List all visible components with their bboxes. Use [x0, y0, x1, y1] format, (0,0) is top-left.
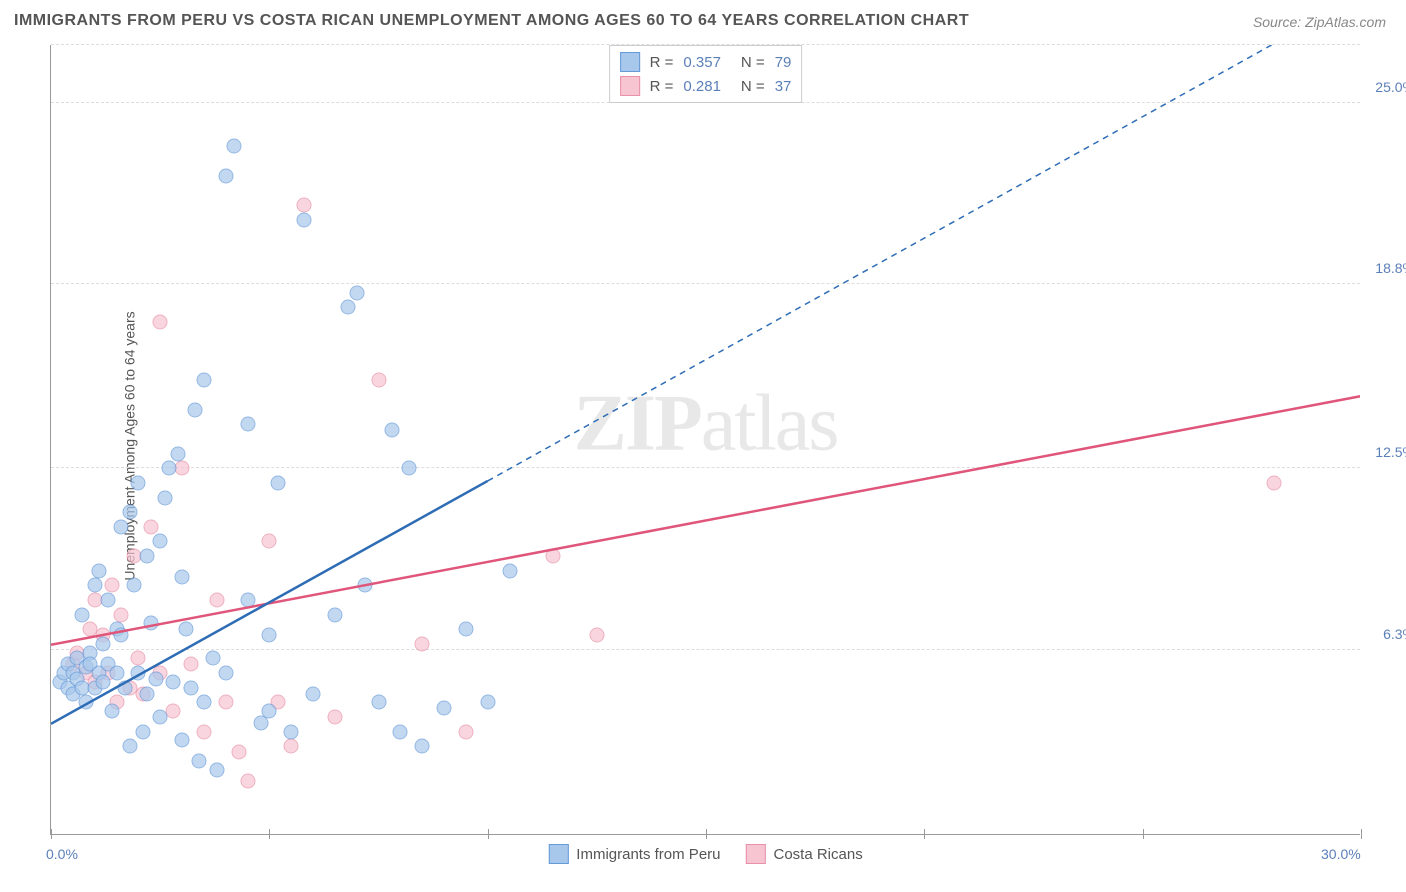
n-label: N =	[741, 78, 765, 95]
series-1-name: Immigrants from Peru	[576, 846, 720, 863]
n-value-2: 37	[775, 78, 792, 95]
r-label: R =	[650, 54, 674, 71]
correlation-legend: R = 0.357 N = 79 R = 0.281 N = 37	[609, 45, 803, 103]
plot-area: ZIPatlas 6.3%12.5%18.8%25.0% 0.0%30.0% R…	[50, 45, 1360, 835]
swatch-series-2	[620, 76, 640, 96]
swatch-series-1	[620, 52, 640, 72]
n-label: N =	[741, 54, 765, 71]
watermark: ZIPatlas	[574, 378, 838, 469]
r-value-1: 0.357	[683, 54, 721, 71]
legend-item-1: Immigrants from Peru	[548, 844, 720, 864]
legend-row-2: R = 0.281 N = 37	[620, 74, 792, 98]
series-2-name: Costa Ricans	[774, 846, 863, 863]
r-value-2: 0.281	[683, 78, 721, 95]
swatch-series-2	[746, 844, 766, 864]
r-label: R =	[650, 78, 674, 95]
legend-row-1: R = 0.357 N = 79	[620, 50, 792, 74]
chart-title: IMMIGRANTS FROM PERU VS COSTA RICAN UNEM…	[14, 12, 969, 30]
chart-container: IMMIGRANTS FROM PERU VS COSTA RICAN UNEM…	[0, 0, 1406, 892]
swatch-series-1	[548, 844, 568, 864]
regression-lines	[51, 45, 1360, 834]
series-legend: Immigrants from Peru Costa Ricans	[548, 844, 862, 864]
n-value-1: 79	[775, 54, 792, 71]
source-attribution: Source: ZipAtlas.com	[1253, 14, 1386, 30]
legend-item-2: Costa Ricans	[746, 844, 863, 864]
